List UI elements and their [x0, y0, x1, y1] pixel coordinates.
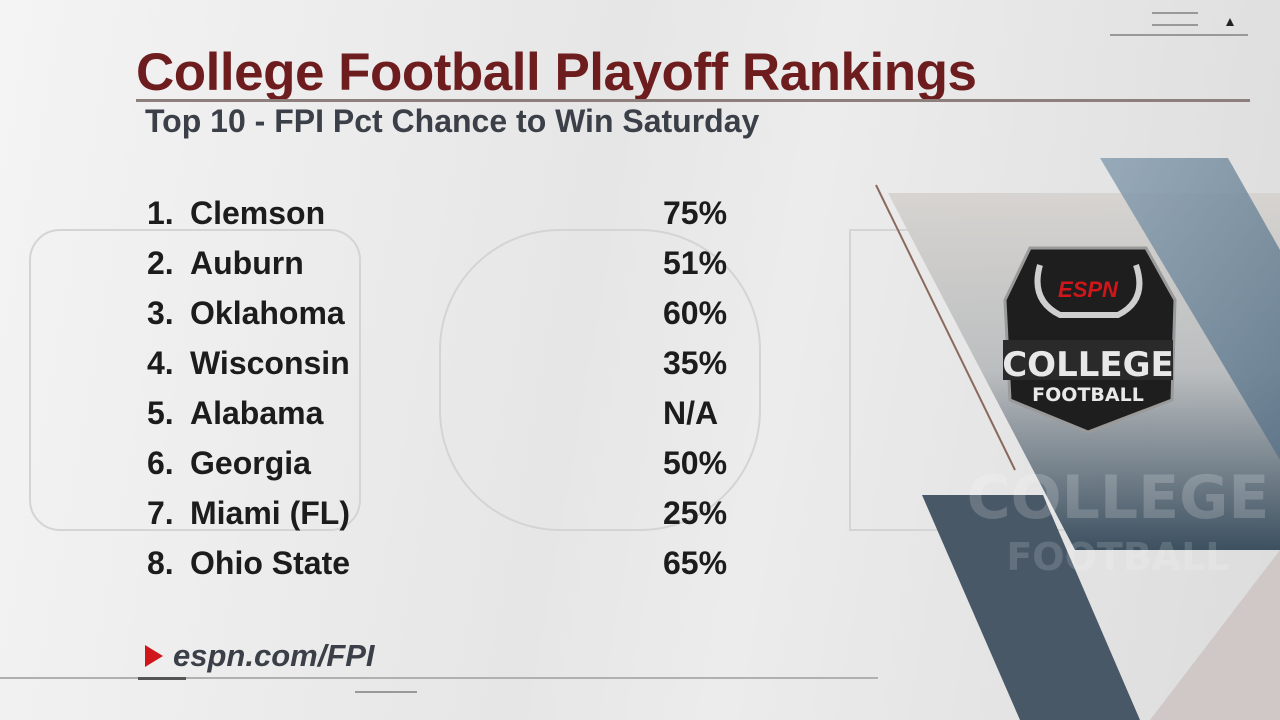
rank-number: 2.: [147, 245, 174, 281]
panel-edge-line: [875, 184, 1016, 471]
ranking-row: 8. Ohio State 65%: [0, 545, 800, 595]
footer-rule: [0, 677, 878, 679]
rank-number: 1.: [147, 195, 174, 231]
logo-football-text: FOOTBALL: [1032, 384, 1144, 406]
win-pct: 51%: [663, 245, 728, 281]
team-name: Ohio State: [190, 545, 351, 581]
footer-rule-short: [355, 691, 417, 693]
win-pct: 75%: [663, 195, 728, 231]
ranking-row: 5. Alabama N/A: [0, 395, 800, 445]
svg-text:FOOTBALL: FOOTBALL: [1006, 535, 1229, 579]
footer-rule-accent: [138, 677, 186, 680]
ranking-row: 4. Wisconsin 35%: [0, 345, 800, 395]
team-name: Miami (FL): [190, 495, 350, 531]
win-pct: 60%: [663, 295, 728, 331]
corner-menu-graphic: [1110, 12, 1248, 36]
page-title: College Football Playoff Rankings: [136, 43, 977, 102]
page-subtitle: Top 10 - FPI Pct Chance to Win Saturday: [145, 103, 760, 139]
play-triangle-icon: [145, 645, 163, 667]
team-name: Clemson: [190, 195, 326, 231]
espn-logo-text: ESPN: [1058, 277, 1119, 302]
rank-number: 6.: [147, 445, 174, 481]
rank-number: 7.: [147, 495, 174, 531]
win-pct: N/A: [663, 395, 719, 431]
blue-stripe-top: [1100, 158, 1280, 460]
win-pct: 50%: [663, 445, 728, 481]
blue-stripe-bottom: [922, 495, 1140, 720]
footer-link: espn.com/FPI: [145, 638, 375, 674]
rank-number: 8.: [147, 545, 174, 581]
win-pct: 35%: [663, 345, 728, 381]
team-name: Oklahoma: [190, 295, 345, 331]
win-pct: 25%: [663, 495, 728, 531]
win-pct: 65%: [663, 545, 728, 581]
ranking-row: 3. Oklahoma 60%: [0, 295, 800, 345]
team-name: Wisconsin: [190, 345, 350, 381]
rank-number: 4.: [147, 345, 174, 381]
footer-url: espn.com/FPI: [173, 638, 375, 673]
rank-number: 3.: [147, 295, 174, 331]
svg-text:COLLEGE: COLLEGE: [967, 463, 1270, 533]
ranking-row: 2. Auburn 51%: [0, 245, 800, 295]
corner-shape: [1150, 550, 1280, 720]
ranking-row: 1. Clemson 75%: [0, 195, 800, 245]
team-name: Georgia: [190, 445, 311, 481]
rank-number: 5.: [147, 395, 174, 431]
up-arrow-icon: [1226, 18, 1234, 26]
ranking-row: 7. Miami (FL) 25%: [0, 495, 800, 545]
college-football-logo: ESPN COLLEGE FOOTBALL COLLEGE FOOTBALL: [967, 246, 1270, 579]
ranking-row: 6. Georgia 50%: [0, 445, 800, 495]
logo-college-text: COLLEGE: [1002, 345, 1174, 385]
team-name: Auburn: [190, 245, 304, 281]
title-divider: [136, 99, 1250, 102]
team-name: Alabama: [190, 395, 324, 431]
